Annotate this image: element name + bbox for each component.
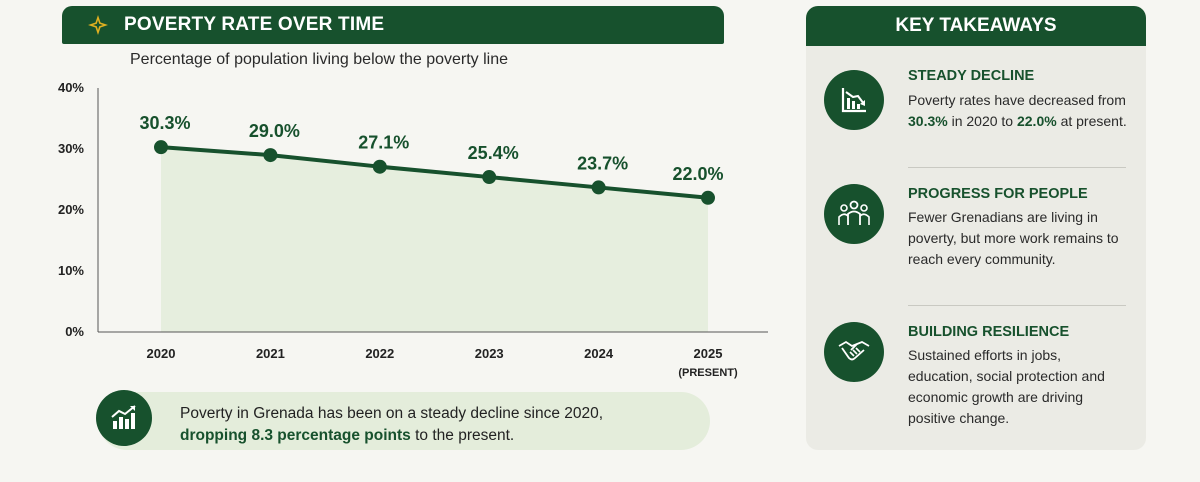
data-point (372, 159, 387, 174)
takeaway-title-steady-decline: STEADY DECLINE (908, 68, 1035, 84)
poverty-line-chart: 0% 10% 20% 30% 40% 30.3% 29.0% 27.1% 25.4% 23.7% 2… (58, 80, 768, 379)
data-point (154, 140, 168, 155)
takeaway-body-steady-decline: Poverty rates have decreased from 30.3% … (908, 90, 1128, 132)
takeaway-body-text: in 2020 to (947, 113, 1017, 129)
data-label: 30.3% (139, 113, 190, 133)
y-tick-label: 40% (58, 80, 84, 95)
chart-title: POVERTY RATE OVER TIME (124, 14, 385, 35)
takeaway-body-text: Poverty rates have decreased from (908, 92, 1126, 108)
growth-chart-icon (96, 390, 152, 446)
chart-title-bar: POVERTY RATE OVER TIME (62, 6, 724, 44)
takeaway-divider (908, 167, 1126, 168)
takeaway-value-present: 22.0% (1016, 113, 1057, 129)
people-group-icon (824, 184, 884, 244)
summary-line-1: Poverty in Grenada has been on a steady … (180, 405, 604, 422)
data-point (263, 148, 278, 163)
handshake-icon (824, 322, 884, 382)
y-tick-label: 30% (58, 141, 84, 156)
takeaway-divider (908, 305, 1126, 306)
data-label: 23.7% (577, 153, 628, 173)
takeaway-body-text: at present. (1056, 113, 1127, 129)
y-tick-label: 0% (65, 324, 84, 339)
x-tick-label: 2025 (694, 346, 723, 361)
x-tick-label: 2021 (256, 346, 285, 361)
x-tick-sublabel: (PRESENT) (678, 367, 738, 379)
declining-chart-icon (824, 70, 884, 130)
takeaway-title-resilience: BUILDING RESILIENCE (908, 324, 1070, 340)
data-label: 29.0% (249, 121, 300, 141)
summary-line-2: to the present. (410, 427, 515, 444)
data-point (482, 170, 497, 185)
summary-highlight: dropping 8.3 percentage points (180, 427, 411, 444)
data-label: 22.0% (672, 164, 723, 184)
summary-callout (98, 392, 710, 450)
key-takeaways-header: KEY TAKEAWAYS (806, 6, 1146, 46)
x-tick-label: 2022 (365, 346, 394, 361)
y-tick-label: 10% (58, 263, 84, 278)
data-point (591, 180, 606, 195)
data-point (701, 190, 715, 205)
y-tick-label: 20% (58, 202, 84, 217)
series-line (160, 145, 709, 200)
chart-subtitle: Percentage of population living below th… (130, 51, 509, 68)
summary-text: Poverty in Grenada has been on a steady … (180, 403, 603, 447)
takeaway-title-progress: PROGRESS FOR PEOPLE (908, 186, 1088, 202)
x-tick-label: 2023 (475, 346, 504, 361)
data-label: 27.1% (358, 133, 409, 153)
takeaway-value-start: 30.3% (908, 113, 948, 129)
data-label: 25.4% (468, 143, 519, 163)
takeaway-body-resilience: Sustained efforts in jobs, education, so… (908, 347, 1105, 426)
chart-area-fill (161, 147, 708, 332)
star-icon (86, 13, 110, 37)
x-tick-label: 2020 (147, 346, 176, 361)
takeaway-body-progress: Fewer Grenadians are living in poverty, … (908, 209, 1119, 267)
x-tick-label: 2024 (584, 346, 614, 361)
